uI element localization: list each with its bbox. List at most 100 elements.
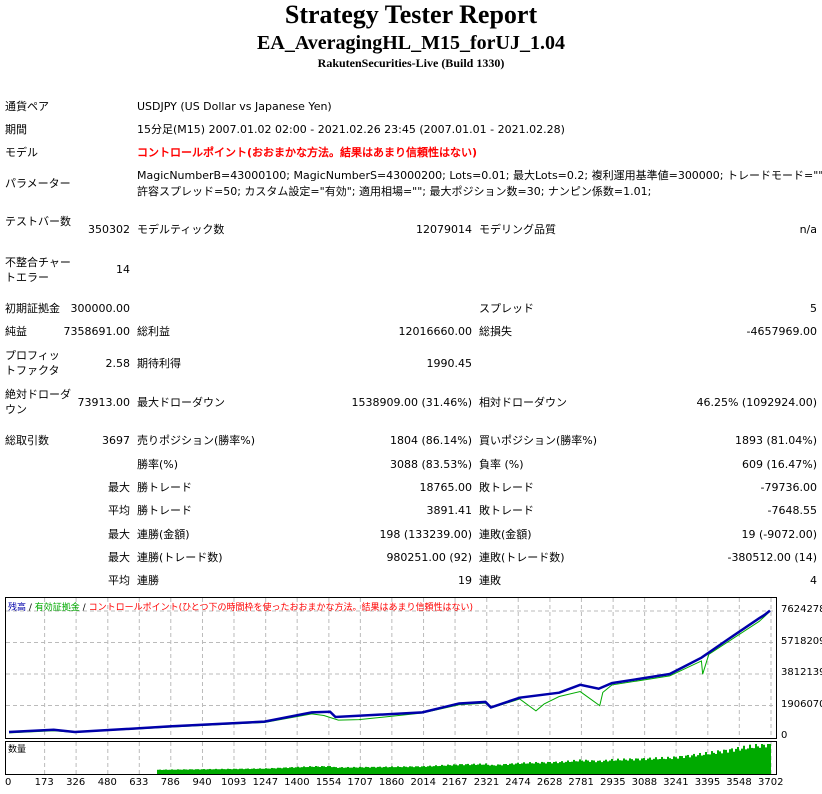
- expected-value: 1990.45: [426, 357, 473, 370]
- volume-bar: [209, 768, 211, 774]
- volume-bar: [181, 769, 183, 774]
- volume-bar: [621, 760, 623, 774]
- volume-bar: [707, 754, 709, 774]
- report-title: Strategy Tester Report: [284, 0, 538, 29]
- volume-bar: [543, 762, 545, 774]
- volume-bar: [521, 763, 523, 774]
- volume-bar: [459, 764, 461, 774]
- volume-bar: [161, 769, 163, 774]
- volume-bar: [285, 767, 287, 774]
- volume-bar: [315, 766, 317, 774]
- cons-loss-count-value: -380512.00 (14): [727, 551, 817, 564]
- volume-bar: [263, 768, 265, 774]
- volume-bar: [553, 761, 555, 774]
- volume-bar: [451, 765, 453, 774]
- volume-bar: [289, 767, 291, 774]
- volume-bar: [275, 768, 277, 774]
- volume-bar: [701, 755, 703, 774]
- volume-bar: [691, 755, 693, 774]
- x-tick-label: 2781: [568, 777, 594, 788]
- volume-bar: [741, 748, 743, 774]
- volume-bar: [565, 761, 567, 774]
- volume-bar: [677, 758, 679, 774]
- volume-bar: [205, 769, 207, 774]
- volume-bar: [661, 756, 663, 774]
- volume-bar: [689, 757, 691, 774]
- volume-bar: [755, 744, 757, 774]
- cons-loss-count-label: 連敗(トレード数): [479, 551, 565, 564]
- long-value: 1893 (81.04%): [734, 434, 817, 447]
- volume-bar: [529, 762, 531, 774]
- volume-bar: [355, 767, 357, 774]
- volume-bar: [177, 769, 179, 774]
- volume-bar: [409, 766, 411, 774]
- volume-bar: [345, 767, 347, 774]
- volume-bar: [667, 756, 669, 774]
- volume-bar: [745, 749, 747, 774]
- volume-bar: [721, 753, 723, 774]
- volume-bar: [495, 765, 497, 774]
- volume-bar: [377, 766, 379, 774]
- quality-value: n/a: [799, 223, 817, 236]
- volume-bar: [615, 760, 617, 774]
- volume-bar: [569, 761, 571, 774]
- cons-win-money-label: 連勝(金額): [137, 528, 190, 541]
- volume-bar: [421, 766, 423, 774]
- largest-win-value: 18765.00: [419, 481, 473, 494]
- volume-bar: [743, 745, 745, 774]
- spread-label: スプレッド: [479, 302, 534, 315]
- bars-value: 350302: [88, 223, 130, 236]
- volume-bar: [255, 768, 257, 774]
- volume-bar: [407, 767, 409, 774]
- volume-bar: [157, 769, 159, 774]
- cons-win-count-label: 連勝(トレード数): [137, 551, 223, 564]
- volume-bar: [609, 760, 611, 774]
- volume-bar: [443, 765, 445, 774]
- x-tick-label: 1400: [284, 777, 310, 788]
- avg-cons-loss-value: 4: [810, 574, 817, 587]
- pf-value: 2.58: [105, 357, 131, 370]
- volume-bar: [203, 769, 205, 774]
- errors-label: 不整合チャートエラー: [5, 256, 71, 284]
- volume-bar: [329, 766, 331, 774]
- volume-bar: [375, 767, 377, 774]
- volume-bar: [173, 769, 175, 774]
- volume-bar: [629, 758, 631, 774]
- volume-bar: [393, 767, 395, 774]
- volume-bar: [291, 767, 293, 774]
- volume-bar: [665, 759, 667, 774]
- volume-bar: [559, 762, 561, 774]
- volume-chart-svg: [44, 742, 772, 774]
- volume-bar: [653, 758, 655, 774]
- volume-bar: [595, 762, 597, 774]
- volume-bar: [591, 760, 593, 774]
- volume-bar: [419, 767, 421, 774]
- x-tick-label: 3088: [631, 777, 658, 788]
- volume-bar: [637, 758, 639, 774]
- volume-bar: [545, 763, 547, 774]
- x-tick-label: 1247: [252, 777, 279, 788]
- ticks-label: モデルティック数: [137, 223, 225, 236]
- avg2-label: 平均: [108, 574, 130, 587]
- volume-bar: [273, 768, 275, 774]
- volume-bar: [171, 769, 173, 774]
- volume-bar: [683, 758, 685, 774]
- volume-bar: [259, 768, 261, 774]
- volume-chart: [5, 741, 777, 775]
- volume-bar: [603, 760, 605, 774]
- avg-loss-value: -7648.55: [767, 504, 817, 517]
- volume-bar: [599, 760, 601, 774]
- short-value: 1804 (86.14%): [389, 434, 472, 447]
- volume-bar: [573, 759, 575, 774]
- volume-bar: [715, 753, 717, 774]
- volume-bar: [349, 767, 351, 774]
- volume-bar: [623, 758, 625, 774]
- volume-bar: [541, 761, 543, 774]
- volume-bar: [313, 766, 315, 774]
- max-dd-label: 最大ドローダウン: [137, 396, 225, 409]
- abs-dd-label: 絶対ドローダウン: [5, 388, 71, 416]
- volume-bar: [579, 759, 581, 774]
- period-value: 15分足(M15) 2007.01.02 02:00 - 2021.02.26 …: [137, 123, 565, 136]
- symbol-label: 通貨ペア: [5, 100, 49, 113]
